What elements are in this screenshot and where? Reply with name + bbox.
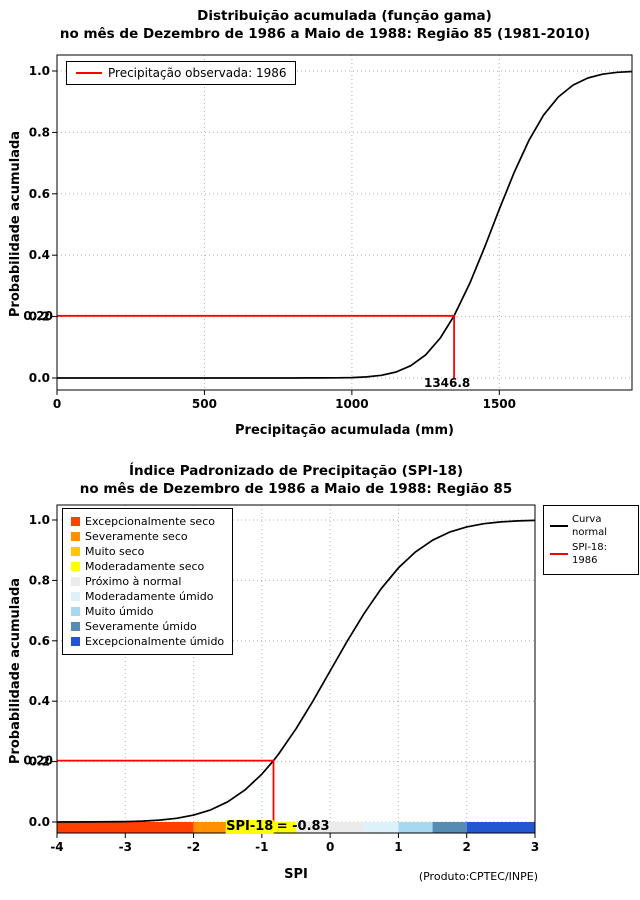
spi-value-number: = -0.83 [277,819,330,834]
spi-category-bar-segment [466,822,535,833]
legend-item: Próximo à normal [71,574,224,589]
legend-item: Moderadamente úmido [71,589,224,604]
y-tick-label: 0.6 [29,634,50,648]
spi-category-bar-segment [193,822,228,833]
legend-label: Severamente seco [85,530,188,543]
chart-title: Índice Padronizado de Precipitação (SPI-… [128,463,464,479]
category-swatch [71,532,80,541]
line-sample [550,525,568,527]
x-tick-label: -2 [187,840,200,854]
line-sample [76,72,102,74]
y-tick-label: 0.8 [29,125,50,139]
probability-callout: 0.20 [23,754,53,768]
legend-label: Muito seco [85,545,145,558]
legend-label: Moderadamente seco [85,560,205,573]
chart-subtitle: no mês de Dezembro de 1986 a Maio de 198… [59,26,591,42]
x-tick-label: 1000 [335,397,368,411]
x-tick-label: 500 [192,397,217,411]
y-tick-label: 1.0 [29,64,50,78]
category-swatch [71,562,80,571]
legend-label: Excepcionalmente seco [85,515,215,528]
product-credit: (Produto:CPTEC/INPE) [418,870,538,883]
gamma-cdf-chart: Distribuição acumulada (função gama) no … [8,8,633,438]
legend-item: Muito seco [71,544,224,559]
probability-callout: 0.20 [23,309,53,323]
x-tick-label: 3 [531,840,539,854]
x-axis-label: SPI [284,867,308,882]
spi-category-bar-segment [432,822,467,833]
spi-category-bar-segment [296,822,365,833]
value-callout: 1346.8 [424,376,470,390]
legend-item: Muito úmido [71,604,224,619]
observed-marker [57,314,456,378]
curve-legend: Curva normal SPI-18: 1986 [543,505,639,575]
line-sample [550,553,568,555]
legend-label: Muito úmido [85,605,154,618]
x-tick-label: 1 [394,840,402,854]
spi-category-bar-segment [261,822,296,833]
category-swatch [71,637,80,646]
spi-category-bar-segment [364,822,399,833]
category-swatch [71,517,80,526]
y-tick-label: 0.2 [29,755,50,769]
legend-item: Curva normal [550,513,632,539]
observed-marker [57,759,275,822]
y-tick-label: 1.0 [29,513,50,527]
legend-label: Excepcionalmente úmido [85,635,225,648]
spi-cdf-chart: Índice Padronizado de Precipitação (SPI-… [0,458,640,900]
spi-cdf-plot: -4 -3 -2 -1 0 1 2 3 0.0 0.2 0.4 0.6 0.8 1.0 0.20 SPI-18… [23,504,539,854]
legend-label: Próximo à normal [85,575,182,588]
observed-precip-legend: Precipitação observada: 1986 [66,61,297,85]
y-axis-label: Probabilidade acumulada [8,130,23,318]
category-swatch [71,592,80,601]
legend-item: Excepcionalmente seco [71,514,224,529]
y-tick-label: 0.8 [29,573,50,587]
x-tick-label: 0 [326,840,334,854]
spi-category-legend: Excepcionalmente seco Severamente seco Mui… [62,508,234,655]
gamma-cdf-plot: 0 500 1000 1500 0.0 0.2 0.4 0.6 0.8 1.0 0.20 1346.8 [23,54,633,411]
legend-item: Moderadamente seco [71,559,224,574]
x-tick-label: -3 [119,840,132,854]
category-swatch [71,622,80,631]
cdf-curve [56,519,536,823]
plot-border [56,504,536,834]
category-swatch [71,607,80,616]
legend-item: SPI-18: 1986 [550,541,632,567]
spi-value-label: SPI-18 [226,819,273,834]
spi-category-bar-segment [57,822,194,833]
spi-label-highlight [225,820,274,834]
y-tick-label: 0.0 [29,371,50,385]
legend-label: Moderadamente úmido [85,590,214,603]
legend-item: Excepcionalmente úmido [71,634,224,649]
x-tick-label: -4 [50,840,63,854]
x-axis-label: Precipitação acumulada (mm) [235,423,454,438]
y-tick-label: 0.4 [29,694,50,708]
category-swatch [71,577,80,586]
x-tick-label: 0 [53,397,61,411]
legend-label: Precipitação observada: 1986 [108,66,287,80]
cdf-curve [57,70,633,379]
category-swatch [71,547,80,556]
legend-label: Severamente úmido [85,620,197,633]
spi-category-bar-segment [398,822,433,833]
x-tick-label: -1 [255,840,268,854]
legend-item: Precipitação observada: 1986 [76,66,286,80]
chart-title: Distribuição acumulada (função gama) [197,8,492,24]
plot-border [56,54,633,391]
y-tick-label: 0.2 [29,310,50,324]
legend-item: Severamente seco [71,529,224,544]
legend-item: Severamente úmido [71,619,224,634]
y-tick-label: 0.0 [29,815,50,829]
legend-label: SPI-18: 1986 [572,542,608,566]
x-tick-label: 2 [463,840,471,854]
y-tick-label: 0.4 [29,248,50,262]
y-tick-label: 0.6 [29,187,50,201]
x-tick-label: 1500 [483,397,516,411]
y-axis-label: Probabilidade acumulada [8,577,23,765]
chart-subtitle: no mês de Dezembro de 1986 a Maio de 198… [79,481,513,497]
legend-label: Curva normal [572,514,608,538]
